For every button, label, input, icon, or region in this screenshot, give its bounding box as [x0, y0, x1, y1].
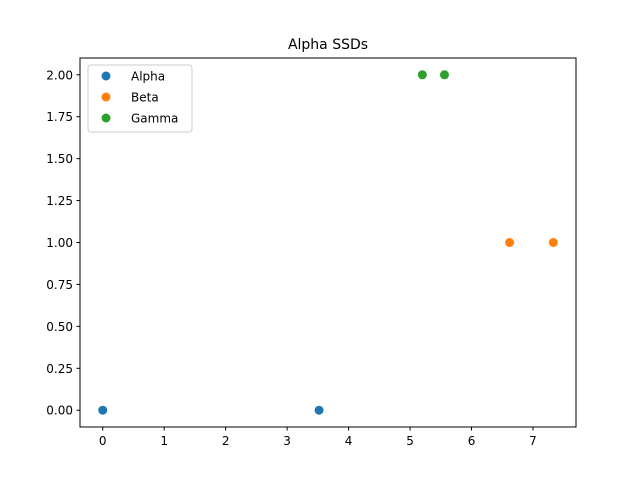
y-tick-label: 0.00	[46, 404, 73, 418]
legend: Alpha Beta Gamma	[87, 64, 193, 133]
y-tick-label: 2.00	[46, 68, 73, 82]
x-tick-label: 4	[345, 434, 353, 448]
x-tick-label: 0	[99, 434, 107, 448]
data-point-alpha	[314, 405, 324, 415]
legend-marker-beta	[101, 92, 111, 102]
chart-title: Alpha SSDs	[288, 37, 368, 53]
x-tick-label: 7	[529, 434, 537, 448]
legend-label-beta: Beta	[131, 91, 159, 105]
x-tick-label: 6	[468, 434, 476, 448]
x-axis: 0 1 2 3 4 5 6 7	[99, 427, 537, 448]
y-tick-label: 0.75	[46, 278, 73, 292]
legend-label-gamma: Gamma	[131, 112, 178, 126]
y-tick-label: 1.25	[46, 194, 73, 208]
data-point-gamma	[439, 70, 449, 80]
y-tick-label: 0.25	[46, 362, 73, 376]
y-axis: 0.00 0.25 0.50 0.75 1.00 1.25 1.50 1.75 2.00	[46, 68, 80, 418]
y-tick-label: 0.50	[46, 320, 73, 334]
x-tick-label: 5	[406, 434, 414, 448]
legend-box	[87, 64, 193, 133]
x-tick-label: 2	[222, 434, 230, 448]
plot-frame	[79, 57, 577, 428]
legend-marker-gamma	[101, 113, 111, 123]
data-point-beta	[548, 238, 558, 247]
data-point-gamma	[417, 70, 427, 80]
y-tick-label: 1.50	[46, 152, 73, 166]
plot-points	[98, 70, 558, 415]
data-point-beta	[505, 238, 515, 247]
legend-label-alpha: Alpha	[131, 70, 165, 84]
y-tick-label: 1.00	[46, 236, 73, 250]
y-tick-label: 1.75	[46, 110, 73, 124]
x-tick-label: 1	[160, 434, 168, 448]
x-tick-label: 3	[283, 434, 291, 448]
data-point-alpha	[98, 405, 108, 415]
legend-marker-alpha	[101, 71, 111, 81]
